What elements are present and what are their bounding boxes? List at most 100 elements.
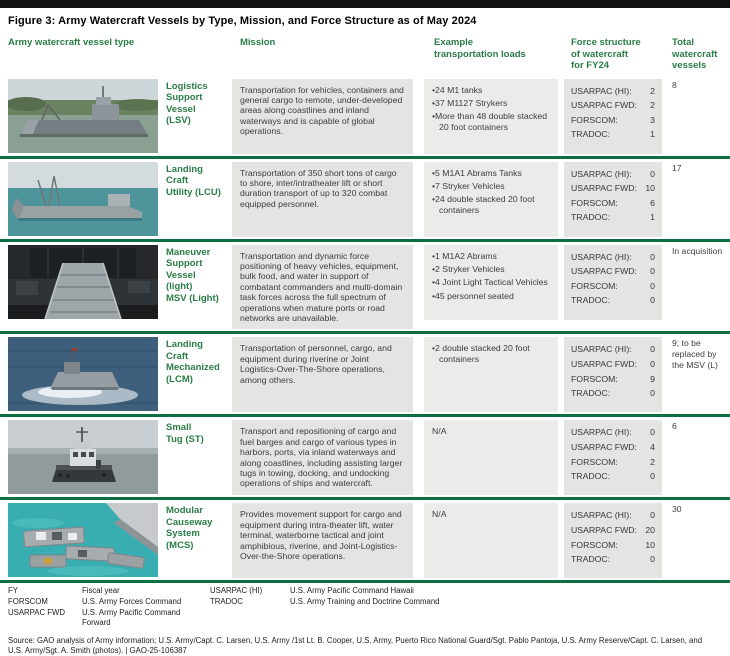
- mission-cell: Transportation of personnel, cargo, and …: [232, 337, 413, 413]
- legend-term: FORSCOM: [8, 596, 48, 606]
- force-line: TRADOC: 0: [571, 293, 655, 308]
- force-value: 0: [650, 471, 655, 482]
- vessel-name: Logistics Support Vessel (LSV): [166, 80, 208, 127]
- force-label: USARPAC FWD:: [571, 358, 637, 369]
- force-line: USARPAC FWD: 20: [571, 523, 655, 538]
- table-row: Landing Craft Utility (LCU) Transportati…: [8, 161, 728, 237]
- row-divider: [0, 238, 730, 242]
- table-body: Logistics Support Vessel (LSV) Transport…: [0, 78, 730, 584]
- load-item: 1 M1A2 Abrams: [432, 251, 551, 261]
- legend-term: [210, 608, 282, 629]
- force-label: USARPAC FWD:: [571, 100, 637, 111]
- force-line: FORSCOM: 2: [571, 455, 655, 470]
- total-cell: 9; to be replaced by the MSV (L): [672, 338, 718, 370]
- force-line: USARPAC FWD: 0: [571, 264, 655, 279]
- force-label: USARPAC (HI):: [571, 168, 632, 179]
- force-label: USARPAC FWD:: [571, 441, 637, 452]
- force-label: TRADOC:: [571, 471, 611, 482]
- vessel-name: Modular Causeway System (MCS): [166, 505, 213, 551]
- force-label: USARPAC (HI):: [571, 85, 632, 96]
- force-value: 2: [650, 100, 655, 111]
- top-bar: [0, 0, 730, 8]
- load-item: 7 Stryker Vehicles: [432, 181, 551, 191]
- force-label: FORSCOM:: [571, 539, 618, 550]
- force-line: USARPAC (HI): 0: [571, 508, 655, 523]
- force-value: 0: [650, 388, 655, 399]
- loads-cell: N/A: [424, 503, 558, 579]
- loads-cell: 1 M1A2 Abrams 2 Stryker Vehicles 4 Joint L…: [424, 244, 558, 320]
- force-value: 0: [650, 344, 655, 355]
- force-value: 0: [650, 280, 655, 291]
- total-cell: 17: [672, 162, 682, 173]
- force-label: FORSCOM:: [571, 456, 618, 467]
- header-force-structure: Force structure of watercraft for FY24: [571, 37, 641, 71]
- force-value: 10: [645, 539, 655, 550]
- mcs-photo: [8, 503, 158, 578]
- loads-cell: 5 M1A1 Abrams Tanks 7 Stryker Vehicles 24 …: [424, 161, 558, 237]
- force-line: TRADOC: 0: [571, 552, 655, 567]
- force-label: USARPAC FWD:: [571, 183, 637, 194]
- legend-definition: [290, 608, 728, 629]
- header-total: Total watercraft vessels: [672, 37, 718, 71]
- force-value: 0: [650, 358, 655, 369]
- header-loads: Example transportation loads: [434, 37, 526, 60]
- load-item: 2 Stryker Vehicles: [432, 264, 551, 274]
- lsv-photo: [8, 78, 158, 153]
- row-divider: [0, 497, 730, 501]
- loads-na-value: N/A: [432, 509, 447, 520]
- force-value: 2: [650, 456, 655, 467]
- load-item: 45 personnel seated: [432, 291, 551, 301]
- mission-cell: Transportation of 350 short tons of carg…: [232, 161, 413, 237]
- force-value: 0: [650, 168, 655, 179]
- force-value: 1: [650, 129, 655, 140]
- total-cell: 30: [672, 504, 682, 515]
- force-line: USARPAC (HI): 2: [571, 84, 655, 99]
- force-line: TRADOC: 1: [571, 127, 655, 142]
- force-value: 0: [650, 295, 655, 306]
- force-label: FORSCOM:: [571, 197, 618, 208]
- force-line: FORSCOM: 9: [571, 372, 655, 387]
- legend-definition: U.S. Army Training and Doctrine Command: [290, 596, 440, 606]
- force-value: 0: [650, 554, 655, 565]
- force-structure-cell: USARPAC (HI): 0 USARPAC FWD: 4 FORSCOM: …: [564, 420, 662, 496]
- force-structure-cell: USARPAC (HI): 0 USARPAC FWD: 0 FORSCOM: …: [564, 337, 662, 413]
- force-label: TRADOC:: [571, 212, 611, 223]
- force-line: FORSCOM: 3: [571, 113, 655, 128]
- force-label: FORSCOM:: [571, 280, 618, 291]
- force-structure-cell: USARPAC (HI): 2 USARPAC FWD: 2 FORSCOM: …: [564, 78, 662, 154]
- force-value: 0: [650, 251, 655, 262]
- vessel-name: Small Tug (ST): [166, 422, 204, 445]
- mission-cell: Provides movement support for cargo and …: [232, 503, 413, 579]
- force-line: USARPAC (HI): 0: [571, 425, 655, 440]
- row-divider: [0, 580, 730, 584]
- header-vessel-type: Army watercraft vessel type: [8, 37, 135, 48]
- force-line: TRADOC: 0: [571, 469, 655, 484]
- force-value: 0: [650, 427, 655, 438]
- msv-photo: [8, 244, 158, 319]
- total-cell: 6: [672, 421, 677, 432]
- total-cell: In acquisition: [672, 245, 723, 256]
- force-line: FORSCOM: 10: [571, 538, 655, 553]
- load-item: 24 M1 tanks: [432, 85, 551, 95]
- force-structure-cell: USARPAC (HI): 0 USARPAC FWD: 0 FORSCOM: …: [564, 244, 662, 320]
- force-value: 10: [645, 183, 655, 194]
- force-value: 0: [650, 266, 655, 277]
- table-row: Landing Craft Mechanized (LCM) Transport…: [8, 337, 728, 413]
- force-label: USARPAC (HI):: [571, 427, 632, 438]
- force-value: 20: [645, 524, 655, 535]
- force-line: TRADOC: 0: [571, 386, 655, 401]
- force-line: USARPAC FWD: 10: [571, 181, 655, 196]
- loads-cell: 24 M1 tanks 37 M1127 Strykers More than 48…: [424, 78, 558, 154]
- loads-na-value: N/A: [432, 426, 447, 437]
- table-row: Logistics Support Vessel (LSV) Transport…: [8, 78, 728, 154]
- force-value: 0: [650, 510, 655, 521]
- load-item: 2 double stacked 20 foot containers: [432, 343, 551, 364]
- force-line: FORSCOM: 6: [571, 196, 655, 211]
- legend-definition: Fiscal year: [82, 586, 120, 596]
- force-label: FORSCOM:: [571, 373, 618, 384]
- legend-term: FY: [8, 586, 18, 596]
- force-label: TRADOC:: [571, 129, 611, 140]
- force-label: TRADOC:: [571, 388, 611, 399]
- force-label: USARPAC (HI):: [571, 510, 632, 521]
- lcm-photo: [8, 337, 158, 412]
